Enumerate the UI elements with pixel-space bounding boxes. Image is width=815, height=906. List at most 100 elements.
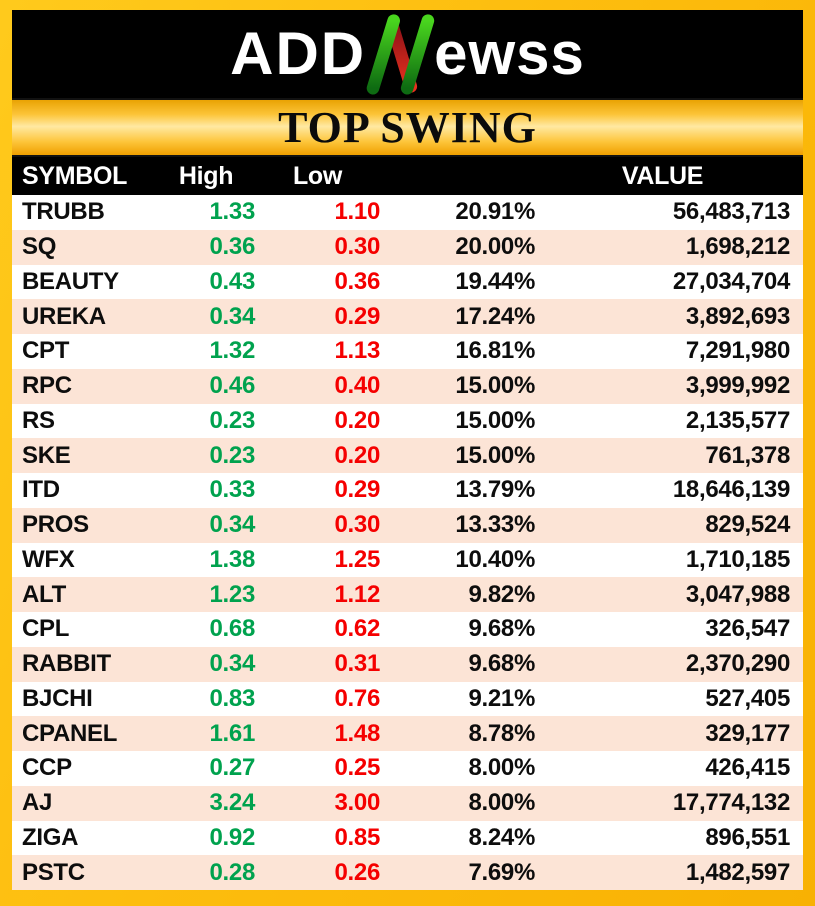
cell-pct: 8.24% bbox=[468, 823, 535, 851]
cell-value: 3,999,992 bbox=[685, 372, 790, 400]
cell-symbol: PSTC bbox=[22, 858, 85, 886]
cell-pct: 10.40% bbox=[455, 545, 535, 573]
cell-symbol: BEAUTY bbox=[22, 267, 119, 295]
cell-high: 0.83 bbox=[209, 684, 255, 712]
table-row: UREKA 0.34 0.29 17.24% 3,892,693 bbox=[12, 299, 803, 334]
cell-symbol: TRUBB bbox=[22, 198, 105, 226]
cell-pct: 20.91% bbox=[455, 198, 535, 226]
cell-low: 0.76 bbox=[334, 684, 380, 712]
addnewss-logo: ADD ewss bbox=[230, 12, 585, 96]
table-row: RS 0.23 0.20 15.00% 2,135,577 bbox=[12, 403, 803, 439]
cell-pct: 19.44% bbox=[455, 267, 535, 295]
cell-high: 0.43 bbox=[209, 267, 255, 295]
cell-symbol: AJ bbox=[22, 789, 53, 817]
cell-value: 1,710,185 bbox=[685, 545, 790, 573]
cell-high: 1.32 bbox=[209, 337, 255, 365]
cell-value: 896,551 bbox=[705, 823, 790, 851]
header-symbol: SYMBOL bbox=[22, 161, 128, 190]
cell-value: 56,483,713 bbox=[672, 198, 790, 226]
cell-value: 27,034,704 bbox=[672, 267, 790, 295]
cell-high: 0.92 bbox=[209, 823, 255, 851]
cell-pct: 9.68% bbox=[468, 650, 535, 678]
table-row: ITD 0.33 0.29 13.79% 18,646,139 bbox=[12, 473, 803, 508]
cell-symbol: RS bbox=[22, 406, 55, 434]
table-row: PSTC 0.28 0.26 7.69% 1,482,597 bbox=[12, 855, 803, 890]
cell-low: 0.29 bbox=[334, 476, 380, 504]
table-body: TRUBB 1.33 1.10 20.91% 56,483,713 SQ 0.3… bbox=[12, 195, 803, 890]
cell-symbol: ITD bbox=[22, 476, 60, 504]
table-row: SQ 0.36 0.30 20.00% 1,698,212 bbox=[12, 229, 803, 265]
cell-low: 0.30 bbox=[334, 233, 380, 261]
cell-high: 0.23 bbox=[209, 406, 255, 434]
cell-high: 0.23 bbox=[209, 441, 255, 469]
cell-symbol: SQ bbox=[22, 233, 57, 261]
cell-symbol: RPC bbox=[22, 372, 72, 400]
cell-low: 0.25 bbox=[334, 754, 380, 782]
table-row: TRUBB 1.33 1.10 20.91% 56,483,713 bbox=[12, 195, 803, 230]
header-low: Low bbox=[292, 161, 343, 190]
cell-low: 0.29 bbox=[334, 302, 380, 330]
table-row: CPANEL 1.61 1.48 8.78% 329,177 bbox=[12, 716, 803, 751]
cell-value: 829,524 bbox=[705, 511, 790, 539]
cell-low: 0.20 bbox=[334, 441, 380, 469]
cell-value: 2,370,290 bbox=[685, 650, 790, 678]
cell-high: 3.24 bbox=[209, 789, 255, 817]
cell-pct: 20.00% bbox=[455, 233, 535, 261]
table-row: WFX 1.38 1.25 10.40% 1,710,185 bbox=[12, 542, 803, 578]
cell-symbol: SKE bbox=[22, 441, 71, 469]
header-high: High bbox=[178, 161, 234, 190]
cell-pct: 9.68% bbox=[468, 615, 535, 643]
cell-high: 1.23 bbox=[209, 580, 255, 608]
header-value: VALUE bbox=[621, 161, 704, 190]
cell-value: 17,774,132 bbox=[672, 789, 790, 817]
cell-pct: 8.78% bbox=[468, 719, 535, 747]
cell-value: 3,047,988 bbox=[685, 580, 790, 608]
cell-pct: 9.21% bbox=[468, 684, 535, 712]
cell-low: 1.13 bbox=[334, 337, 380, 365]
cell-value: 1,482,597 bbox=[685, 858, 790, 886]
logo-banner: ADD ewss bbox=[12, 10, 803, 98]
cell-high: 0.28 bbox=[209, 858, 255, 886]
cell-value: 329,177 bbox=[705, 719, 790, 747]
table-row: RPC 0.46 0.40 15.00% 3,999,992 bbox=[12, 368, 803, 404]
cell-symbol: ZIGA bbox=[22, 823, 79, 851]
cell-low: 3.00 bbox=[334, 789, 380, 817]
cell-high: 0.34 bbox=[209, 650, 255, 678]
cell-symbol: CPANEL bbox=[22, 719, 118, 747]
cell-low: 1.12 bbox=[334, 580, 380, 608]
cell-symbol: BJCHI bbox=[22, 684, 93, 712]
table-row: AJ 3.24 3.00 8.00% 17,774,132 bbox=[12, 785, 803, 821]
cell-high: 0.33 bbox=[209, 476, 255, 504]
cell-symbol: RABBIT bbox=[22, 650, 111, 678]
cell-symbol: ALT bbox=[22, 580, 66, 608]
cell-value: 18,646,139 bbox=[672, 476, 790, 504]
table-row: CPL 0.68 0.62 9.68% 326,547 bbox=[12, 612, 803, 647]
cell-pct: 9.82% bbox=[468, 580, 535, 608]
cell-high: 0.46 bbox=[209, 372, 255, 400]
cell-symbol: CPL bbox=[22, 615, 70, 643]
table-row: SKE 0.23 0.20 15.00% 761,378 bbox=[12, 438, 803, 473]
table-row: BJCHI 0.83 0.76 9.21% 527,405 bbox=[12, 681, 803, 717]
cell-low: 0.62 bbox=[334, 615, 380, 643]
cell-value: 426,415 bbox=[705, 754, 790, 782]
cell-value: 326,547 bbox=[705, 615, 790, 643]
table-row: ZIGA 0.92 0.85 8.24% 896,551 bbox=[12, 820, 803, 856]
title-banner: TOP SWING bbox=[12, 98, 803, 157]
table-row: CPT 1.32 1.13 16.81% 7,291,980 bbox=[12, 334, 803, 369]
logo-text-ewss: ewss bbox=[434, 20, 585, 87]
cell-low: 0.30 bbox=[334, 511, 380, 539]
table-row: ALT 1.23 1.12 9.82% 3,047,988 bbox=[12, 577, 803, 612]
cell-high: 0.34 bbox=[209, 511, 255, 539]
cell-value: 2,135,577 bbox=[685, 406, 790, 434]
cell-low: 0.40 bbox=[334, 372, 380, 400]
cell-value: 7,291,980 bbox=[685, 337, 790, 365]
table-header-row: SYMBOL High Low VALUE bbox=[12, 157, 803, 195]
cell-value: 527,405 bbox=[705, 684, 790, 712]
table-row: CCP 0.27 0.25 8.00% 426,415 bbox=[12, 751, 803, 786]
cell-low: 1.25 bbox=[334, 545, 380, 573]
cell-low: 0.36 bbox=[334, 267, 380, 295]
cell-pct: 15.00% bbox=[455, 441, 535, 469]
cell-pct: 16.81% bbox=[455, 337, 535, 365]
logo-text-add: ADD bbox=[230, 20, 367, 87]
page-title: TOP SWING bbox=[278, 102, 537, 152]
